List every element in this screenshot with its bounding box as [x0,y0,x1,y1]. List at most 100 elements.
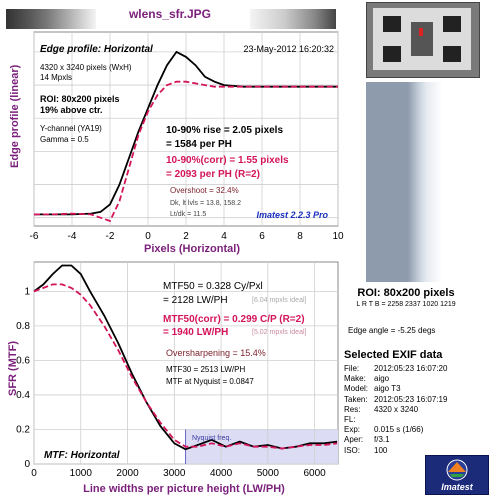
mtf50-ideal: [6.04 mpxls ideal] [252,297,307,304]
exif-key: FL: [344,415,356,425]
mtf-grid [33,262,338,465]
corr-line-2: = 2093 per PH (R=2) [166,169,260,180]
mtf50-line-1: MTF50 = 0.328 Cy/Pxl [163,281,263,292]
exif-list: File: 2012:05:23 16:07:20 Make: aigo Model… [344,364,447,456]
pattern-block [383,46,401,62]
exif-value: aigo T3 [374,384,401,394]
exif-row: Exp: 0.015 s (1/66) [344,425,447,435]
logo-globe-icon [446,459,468,481]
edge-xtick-label: -2 [106,231,115,242]
exif-key: ISO: [344,445,361,455]
mtf-yticks: 0 0.2 0.4 0.6 0.8 1 [16,286,30,470]
pattern-block [443,46,461,62]
mtf-xtick-label: 3000 [163,468,186,479]
edge-angle: Edge angle = -5.25 degs [348,326,436,335]
overshoot-text: Overshoot = 32.4% [170,186,239,195]
rise-line-1: 10-90% rise = 2.05 pixels [166,125,283,136]
mtf-xtick-label: 1000 [70,468,93,479]
exif-row: FL: [344,415,447,425]
exif-row: Res: 4320 x 3240 [344,405,447,415]
exif-row: Make: aigo [344,374,447,384]
charts-canvas: -6 -4 -2 0 2 4 6 8 10 Edge profile (linear) Pixe… [7,31,344,495]
mtf-ytick-label: 0.2 [16,424,30,435]
test-chart-thumbnail-image [373,8,471,70]
mtf30-text: MTF30 = 2513 LW/PH [166,365,245,374]
edge-profile-chart: -6 -4 -2 0 2 4 6 8 10 Edge profile (linear) Pixe… [9,31,344,255]
test-chart-pattern [383,16,461,62]
edge-xtick-label: 8 [297,231,303,242]
exif-title: Selected EXIF data [344,349,443,361]
dk-line-2: Lt/dk = 11.5 [170,211,206,218]
roi-marker [419,28,423,36]
rise-line-2: = 1584 per PH [166,139,232,150]
roi-coords: L R T B = 2258 2337 1020 1219 [356,301,456,308]
exif-value: 100 [374,445,388,455]
exif-key: Model: [344,384,369,394]
mtf-curves [33,264,338,451]
edge-xtick-label: 2 [183,231,189,242]
mtf-ytick-label: 0.8 [16,321,30,332]
exif-value: f/3.1 [374,435,390,445]
edge-xtick-label: 4 [221,231,227,242]
oversharpening-text: Oversharpening = 15.4% [166,348,266,358]
channel-line-1: Y-channel (YA19) [40,124,102,133]
mtf-ytick-label: 0.4 [16,390,30,401]
edge-panel-title: Edge profile: Horizontal [40,44,153,55]
mtf-xtick-label: 5000 [257,468,280,479]
exif-key: Aper: [344,435,364,445]
roi-line-2: 19% above ctr. [40,105,103,115]
edge-xtick-label: -6 [30,231,39,242]
info-line-2: 14 Mpxls [40,73,72,82]
mtf-xlabel: Line widths per picture height (LW/PH) [83,483,285,495]
mtf-ytick-label: 0 [24,459,30,470]
corr-line-1: 10-90%(corr) = 1.55 pixels [166,155,289,166]
exif-row: File: 2012:05:23 16:07:20 [344,364,447,374]
logo-text: Imatest [441,482,473,492]
edge-xtick-label: 10 [332,231,344,242]
edge-profile-xlabel: Pixels (Horizontal) [144,243,240,255]
exif-value: 2012:05:23 16:07:19 [374,394,448,404]
exif-key: File: [344,364,360,373]
edge-profile-xticks: -6 -4 -2 0 2 4 6 8 10 [30,231,344,242]
exif-row: Model: aigo T3 [344,384,447,394]
mtf50-line-2: = 2128 LW/PH [163,295,228,306]
test-chart-thumbnail [366,2,480,78]
edge-date: 23-May-2012 16:20:32 [243,44,334,54]
edge-xtick-label: 0 [145,231,151,242]
exif-row: ISO: 100 [344,446,447,456]
exif-value: 2012:05:23 16:07:20 [374,364,448,373]
exif-row: Aper: f/3.1 [344,435,447,445]
mtf-xtick-label: 4000 [210,468,233,479]
mtf50corr-ideal: [5.02 mpxls ideal] [252,329,307,336]
mtf-xticks: 0 1000 2000 3000 4000 5000 6000 [31,468,326,479]
exif-key: Res: [344,404,361,414]
mtf50corr-line-2: = 1940 LW/PH [163,327,228,338]
roi-label: ROI: 80x200 pixels [357,287,455,299]
gradient-strip-left [6,9,96,29]
exif-key: Taken: [344,394,368,404]
dk-line-1: Dk, lt lvls = 13.8, 158.2 [170,200,241,207]
pattern-block [411,22,433,56]
mtf-ylabel: SFR (MTF) [7,341,19,396]
edge-xtick-label: 6 [259,231,265,242]
exif-value: 0.015 s (1/66) [374,425,424,435]
mtf50corr-line-1: MTF50(corr) = 0.299 C/P (R=2) [163,314,305,325]
mtf-corr-line [33,283,338,450]
edge-xtick-label: -4 [68,231,77,242]
roi-crop-image [366,82,442,282]
exif-row: Taken: 2012:05:23 16:07:19 [344,395,447,405]
exif-value: aigo [374,374,390,384]
roi-line-1: ROI: 80x200 pixels [40,94,120,104]
pattern-block [443,16,461,32]
logo-wedge [448,462,466,472]
mtf-panel-title: MTF: Horizontal [44,450,120,461]
nyquist-label: Nyquist freq. [192,435,231,442]
exif-key: Make: [344,374,366,384]
imatest-logo: Imatest [425,455,489,495]
exif-key: Exp: [344,425,361,435]
mtf-nyquist-text: MTF at Nyquist = 0.0847 [166,377,254,386]
exif-value: 4320 x 3240 [374,404,419,414]
mtf-ytick-label: 0.6 [16,355,30,366]
edge-profile-ylabel: Edge profile (linear) [9,64,21,168]
gradient-strip-right [250,9,336,29]
